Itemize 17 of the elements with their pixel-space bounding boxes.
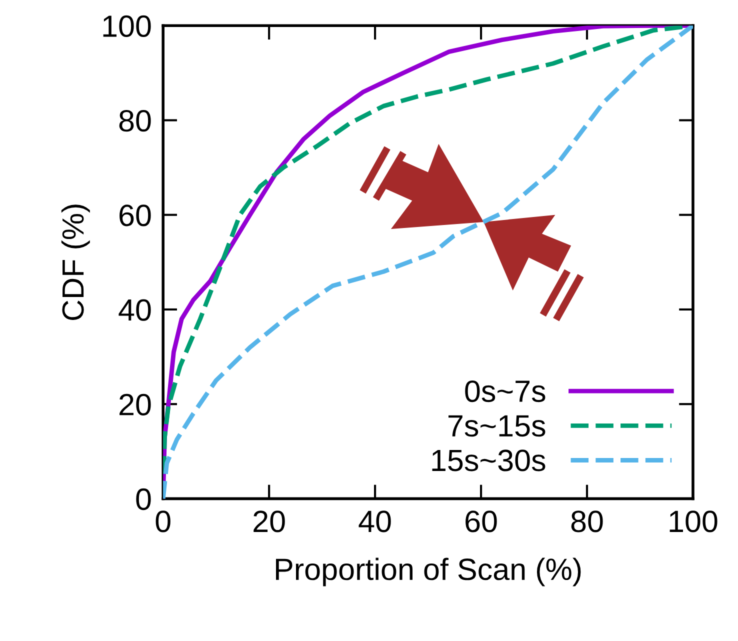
legend-label: 15s~30s [432, 450, 546, 472]
x-tick-label: 20 [254, 510, 285, 532]
x-tick-label: 0 [156, 510, 170, 532]
y-tick-label: 0 [136, 488, 151, 510]
y-axis-title: CDF (%) [61, 204, 90, 320]
x-tick-label: 100 [670, 510, 718, 532]
y-tick-label: 20 [120, 394, 151, 416]
y-tick-label: 40 [118, 299, 151, 321]
x-axis-title: Proportion of Scan (%) [276, 558, 581, 586]
x-tick-label: 60 [466, 510, 497, 532]
y-tick-label: 100 [103, 15, 151, 38]
legend-label: 0s~7s [465, 380, 546, 402]
legend-label: 7s~15s [448, 415, 546, 437]
y-tick-label: 60 [120, 204, 151, 226]
y-tick-label: 80 [119, 110, 151, 132]
x-tick-label: 80 [571, 510, 603, 532]
x-tick-label: 40 [358, 510, 391, 532]
